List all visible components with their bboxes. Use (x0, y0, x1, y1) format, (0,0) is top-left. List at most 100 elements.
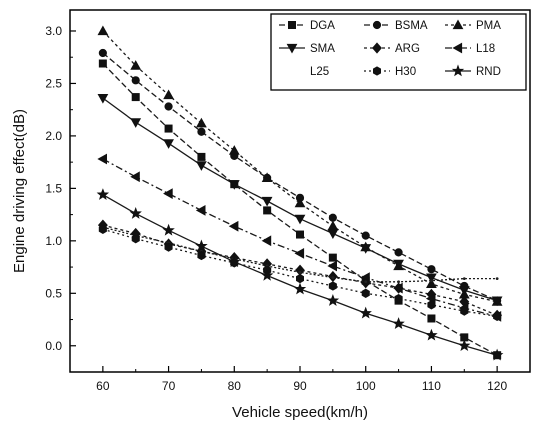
legend-marker-pma (452, 19, 464, 30)
data-point-rnd (359, 306, 372, 319)
legend-box (270, 13, 527, 91)
data-point-rnd (162, 223, 175, 236)
data-point-rnd (490, 348, 504, 361)
x-tick-label: 80 (228, 379, 242, 393)
data-point-rnd (458, 339, 471, 352)
data-point-l18 (163, 188, 173, 199)
legend-label-sma: SMA (310, 43, 335, 55)
data-point-h30 (361, 288, 370, 298)
legend-label-l18: L18 (476, 43, 495, 55)
data-point-bsma (394, 248, 403, 257)
x-tick-label: 90 (293, 379, 307, 393)
data-point-dga (164, 124, 173, 133)
legend-label-h30: H30 (395, 66, 416, 78)
data-point-dga (295, 230, 304, 239)
data-point-bsma (197, 127, 206, 136)
legend-label-l25: L25 (310, 66, 329, 78)
data-point-l18 (130, 171, 140, 183)
data-point-sma (426, 273, 437, 284)
data-point-pma (97, 25, 109, 36)
data-point-sma (130, 118, 142, 128)
data-point-pma (163, 89, 174, 100)
data-point-h30 (295, 273, 305, 284)
data-point-rnd (129, 207, 142, 219)
data-point-dga (197, 152, 206, 161)
data-point-dga (328, 253, 337, 262)
y-tick-label: 1.0 (45, 234, 62, 248)
x-axis-title: Vehicle speed(km/h) (232, 404, 368, 421)
x-tick-label: 110 (422, 379, 441, 393)
x-tick-label: 120 (487, 379, 507, 393)
data-point-pma (196, 117, 207, 128)
legend-marker-arg (372, 42, 382, 54)
data-point-sma (327, 229, 339, 240)
data-point-l18 (393, 282, 403, 294)
data-point-bsma (328, 213, 337, 222)
data-point-l25 (495, 277, 499, 281)
y-tick-label: 0.5 (45, 286, 62, 300)
data-point-h30 (328, 281, 337, 291)
data-point-h30 (197, 250, 206, 261)
data-point-l25 (430, 279, 433, 283)
data-point-l18 (327, 260, 338, 272)
data-point-h30 (394, 293, 403, 304)
data-point-bsma (131, 76, 140, 85)
legend-label-bsma: BSMA (395, 20, 428, 32)
axis-ticks: 60 70 80 90 100 110 120 0.0 0.5 1.0 1.5 2.0 2.5 3.0 (45, 24, 507, 393)
data-point-dga (263, 206, 272, 215)
data-point-rnd (326, 294, 340, 306)
data-point-l18 (97, 153, 107, 165)
data-point-sma (393, 259, 404, 270)
data-point-pma (426, 278, 437, 289)
legend-marker-bsma (372, 20, 382, 30)
legend-label-rnd: RND (476, 66, 501, 78)
data-point-pma (294, 197, 306, 208)
y-tick-label: 2.0 (45, 129, 62, 143)
series-line-dga (102, 63, 498, 356)
legend-label-arg: ARG (395, 43, 420, 55)
data-point-bsma (98, 48, 107, 58)
data-point-dga (131, 93, 140, 102)
data-point-l18 (228, 220, 239, 232)
data-point-rnd (392, 317, 405, 330)
data-point-h30 (460, 306, 469, 316)
data-point-rnd (228, 255, 241, 268)
y-tick-label: 1.5 (45, 181, 62, 195)
x-tick-label: 70 (162, 379, 176, 393)
data-point-l25 (364, 280, 368, 284)
data-point-pma (228, 145, 240, 155)
data-point-l18 (294, 248, 305, 259)
y-tick-label: 2.5 (45, 76, 62, 90)
data-point-h30 (164, 242, 173, 252)
data-point-sma (294, 214, 306, 225)
data-point-sma (458, 286, 470, 296)
y-tick-label: 0.0 (45, 339, 62, 353)
data-point-sma (163, 139, 174, 149)
data-point-bsma (361, 231, 370, 240)
data-point-sma (228, 180, 240, 190)
data-point-l25 (397, 280, 400, 284)
data-point-h30 (98, 224, 107, 234)
x-tick-label: 100 (356, 379, 376, 393)
data-point-sma (196, 161, 207, 171)
data-point-h30 (427, 300, 436, 310)
legend-marker-sma (286, 43, 298, 54)
data-point-rnd (260, 268, 274, 281)
data-point-l18 (195, 205, 206, 216)
data-point-rnd (425, 328, 438, 341)
data-point-h30 (493, 311, 502, 322)
legend-marker-h30 (372, 66, 382, 76)
legend: DGA BSMA PMA SMA ARG L18 L25 H30 RND (270, 13, 527, 91)
data-point-l25 (298, 270, 302, 274)
data-point-rnd (293, 282, 307, 295)
data-point-rnd (195, 239, 208, 252)
data-point-pma (130, 60, 142, 70)
legend-marker-dga (287, 20, 296, 29)
data-point-h30 (131, 234, 140, 244)
data-point-dga (98, 59, 107, 68)
data-point-pma (261, 172, 273, 183)
legend-marker-rnd (451, 64, 465, 77)
x-tick-label: 60 (96, 379, 110, 393)
data-point-pma (327, 220, 339, 231)
